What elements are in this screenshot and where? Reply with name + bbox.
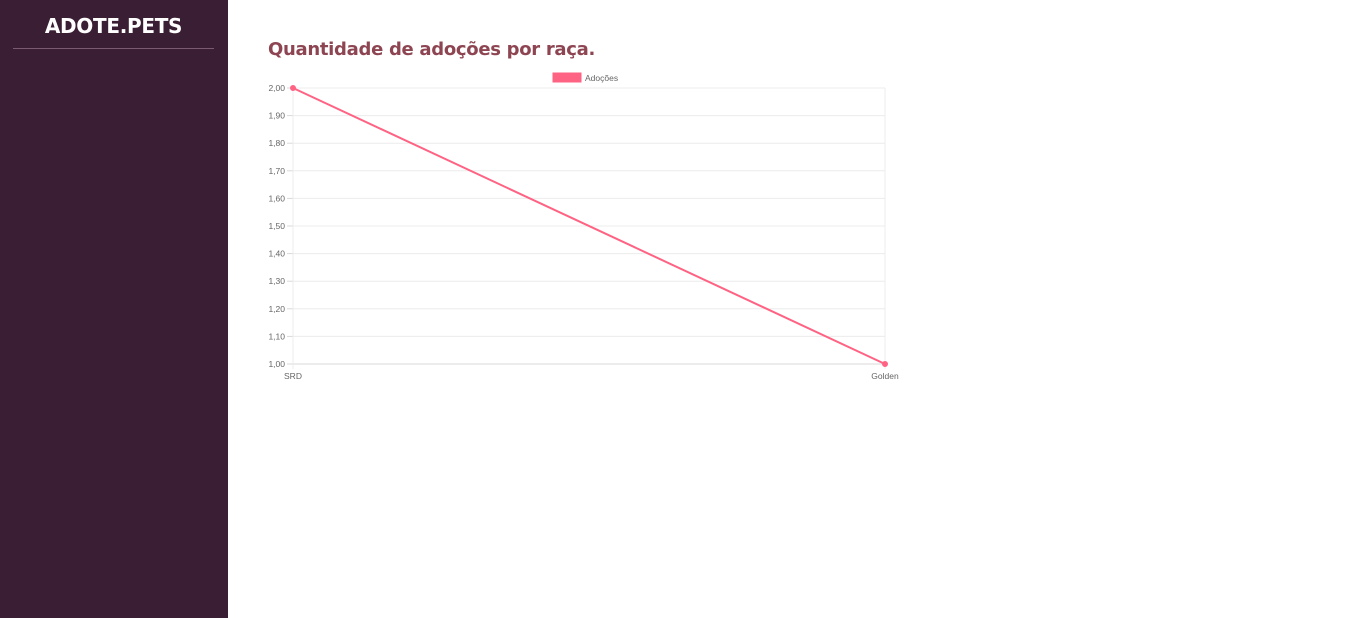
data-point	[882, 361, 888, 367]
y-tick-label: 1,90	[268, 111, 285, 121]
x-tick-label: SRD	[284, 371, 302, 381]
main-content: Quantidade de adoções por raça. 2,00 1,90…	[228, 0, 1361, 618]
y-tick-label: 1,40	[268, 249, 285, 259]
y-tick-label: 1,60	[268, 193, 285, 203]
brand-logo[interactable]: ADOTE.PETS	[44, 14, 183, 38]
line-chart: 2,00 1,90 1,80 1,70 1,60 1,50 1,40 1,30 1,20 1,10…	[264, 68, 944, 388]
y-tick-label: 1,10	[268, 331, 285, 341]
y-tick-label: 2,00	[268, 83, 285, 93]
sidebar: ADOTE.PETS	[0, 0, 228, 618]
y-tick-label: 1,30	[268, 276, 285, 286]
legend-swatch	[552, 72, 582, 83]
y-tick-label: 1,50	[268, 221, 285, 231]
y-tick-label: 1,20	[268, 304, 285, 314]
x-tick-label: Golden	[871, 371, 899, 381]
page-title: Quantidade de adoções por raça.	[268, 39, 595, 60]
legend-label: Adoções	[585, 73, 618, 83]
y-tick-label: 1,70	[268, 166, 285, 176]
data-point	[290, 85, 296, 91]
y-tick-label: 1,80	[268, 138, 285, 148]
y-tick-label: 1,00	[268, 359, 285, 369]
sidebar-divider	[13, 48, 214, 49]
series-line	[292, 87, 886, 365]
chart-svg: 2,00 1,90 1,80 1,70 1,60 1,50 1,40 1,30 1,20 1,10…	[268, 72, 899, 381]
